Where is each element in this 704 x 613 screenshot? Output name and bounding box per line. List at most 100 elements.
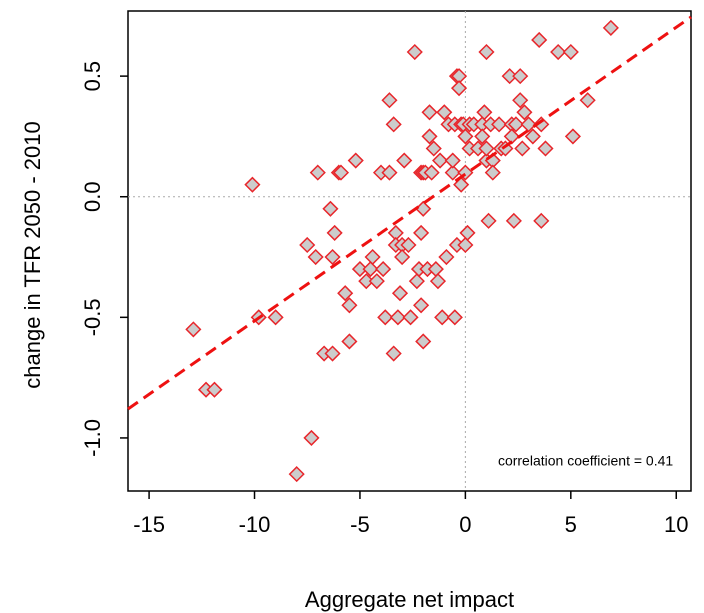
- data-point: [537, 140, 554, 157]
- data-point: [341, 333, 358, 350]
- data-point: [400, 236, 417, 254]
- data-point: [402, 309, 419, 326]
- data-point: [358, 273, 375, 290]
- data-point: [579, 92, 596, 109]
- data-point: [531, 31, 548, 49]
- data-point: [324, 345, 341, 362]
- data-point: [514, 140, 531, 157]
- data-point: [421, 104, 438, 121]
- data-point: [309, 164, 326, 181]
- y-tick-label: 0.5: [80, 61, 105, 92]
- data-point: [415, 200, 432, 217]
- data-point: [550, 43, 567, 61]
- data-point: [476, 104, 493, 121]
- data-point: [478, 140, 495, 157]
- data-point: [332, 164, 350, 181]
- data-point: [326, 224, 343, 241]
- data-point: [413, 297, 430, 314]
- data-point: [512, 68, 529, 85]
- data-point: [457, 236, 474, 254]
- data-point: [501, 68, 518, 85]
- data-point: [368, 273, 385, 290]
- data-point: [444, 152, 461, 169]
- data-point: [364, 248, 381, 266]
- data-point: [429, 273, 447, 290]
- data-point: [474, 128, 491, 145]
- data-point: [322, 200, 339, 217]
- data-point: [267, 309, 284, 326]
- correlation-annotation: correlation coefficient = 0.41: [498, 453, 673, 469]
- data-point: [377, 309, 394, 326]
- y-tick-label: -0.5: [80, 298, 105, 336]
- x-tick-label: -5: [350, 512, 370, 537]
- trend-line: [127, 15, 692, 411]
- data-point: [564, 128, 581, 145]
- data-point: [185, 321, 202, 338]
- data-point: [244, 176, 261, 193]
- data-point: [406, 43, 423, 61]
- data-point: [491, 116, 508, 133]
- data-point: [337, 285, 354, 302]
- data-point: [421, 128, 438, 145]
- data-point: [362, 261, 379, 278]
- data-point: [303, 429, 320, 446]
- x-axis: -15 -10 -5 0 5 10: [133, 491, 688, 537]
- data-point: [299, 236, 316, 254]
- data-point: [396, 152, 413, 169]
- data-point: [562, 43, 579, 61]
- x-tick-label: -15: [133, 512, 165, 537]
- data-point: [507, 116, 525, 133]
- data-point: [444, 164, 461, 181]
- data-point: [520, 116, 537, 133]
- data-point: [206, 381, 223, 398]
- data-point: [602, 19, 619, 36]
- x-axis-title: Aggregate net impact: [305, 587, 514, 612]
- data-point: [324, 248, 341, 266]
- data-point: [423, 164, 440, 181]
- data-point: [394, 248, 411, 266]
- data-point: [408, 273, 425, 290]
- data-point: [457, 128, 474, 145]
- data-point: [480, 212, 497, 229]
- trend-layer: [127, 15, 692, 411]
- data-point: [389, 309, 406, 326]
- points-layer: [185, 19, 619, 483]
- data-point: [438, 248, 455, 266]
- y-tick-label: -1.0: [80, 419, 105, 457]
- data-point: [524, 128, 541, 145]
- data-point: [307, 248, 324, 266]
- y-axis-title: change in TFR 2050 - 2010: [20, 121, 45, 388]
- data-point: [446, 309, 463, 326]
- data-point: [425, 140, 442, 157]
- data-point: [478, 43, 495, 61]
- x-tick-label: 5: [565, 512, 577, 537]
- y-axis: -1.0 -0.5 0.0 0.5: [80, 61, 128, 457]
- data-point: [375, 261, 392, 278]
- data-point: [381, 164, 398, 181]
- data-point: [351, 261, 369, 278]
- data-point: [436, 104, 453, 121]
- data-point: [516, 104, 533, 121]
- data-point: [512, 92, 529, 109]
- data-point: [450, 80, 468, 97]
- data-point: [415, 333, 432, 350]
- data-point: [484, 164, 501, 181]
- x-tick-label: 10: [664, 512, 688, 537]
- data-point: [288, 466, 305, 483]
- data-point: [381, 92, 398, 109]
- data-point: [385, 345, 402, 362]
- data-point: [434, 309, 451, 326]
- data-point: [533, 212, 550, 229]
- data-point: [391, 285, 409, 302]
- data-point: [347, 152, 364, 169]
- data-point: [533, 116, 550, 133]
- data-point: [385, 116, 402, 133]
- data-point: [341, 297, 358, 314]
- data-point: [459, 224, 476, 241]
- data-point: [432, 152, 449, 169]
- data-point: [427, 261, 444, 278]
- data-point: [505, 212, 522, 229]
- x-tick-label: -10: [239, 512, 271, 537]
